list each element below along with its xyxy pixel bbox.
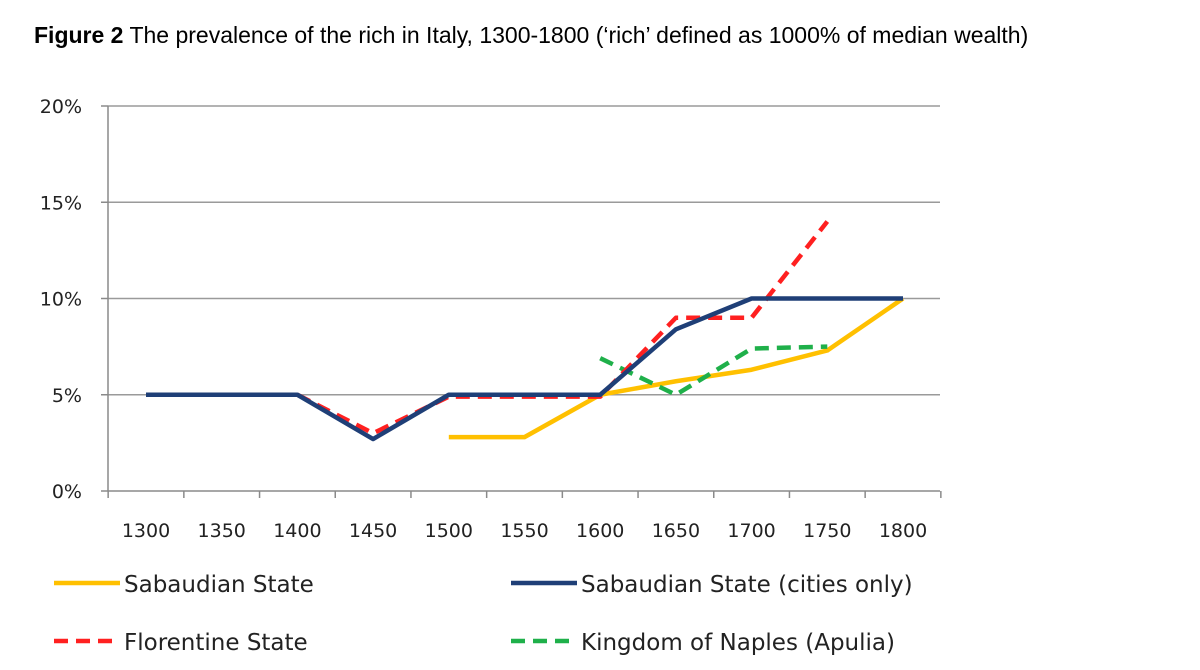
y-tick-label: 20% [40,96,82,118]
series-line-florentine-state [296,220,830,436]
y-tick-label: 15% [40,192,82,214]
y-tick-label: 0% [52,481,82,503]
legend: Sabaudian State Sabaudian State (cities o… [54,572,913,656]
series-line-kingdom-of-naples-apulia [599,344,828,397]
figure-caption: The prevalence of the rich in Italy, 130… [129,22,1029,48]
x-tick-label: 1600 [576,520,624,542]
y-tick-label: 5% [52,385,82,407]
figure-title: Figure 2 The prevalence of the rich in I… [34,22,1028,49]
x-tick-label: 1400 [273,520,321,542]
series-line-sabaudian-state-cities-only [146,296,903,442]
series-lines [146,220,905,442]
x-tick-label: 1350 [198,520,246,542]
legend-label: Sabaudian State (cities only) [581,572,913,598]
x-tick-label: 1800 [879,520,927,542]
figure-label: Figure 2 [34,22,124,48]
legend-label: Kingdom of Naples (Apulia) [581,630,895,656]
x-tick-label: 1500 [425,520,473,542]
legend-label: Sabaudian State [124,572,314,598]
x-tick-label: 1700 [727,520,775,542]
x-tick-label: 1550 [500,520,548,542]
axes: 0% 5% 10% 15% 20% 1300 1350 1400 1450 1500 1550 160… [40,96,942,542]
y-tick-label: 10% [40,289,82,311]
x-tick-label: 1300 [122,520,170,542]
x-tick-label: 1750 [803,520,851,542]
series-line-sabaudian-state [448,296,905,440]
legend-label: Florentine State [124,630,308,656]
x-tick-label: 1450 [349,520,397,542]
x-tick-label: 1650 [652,520,700,542]
